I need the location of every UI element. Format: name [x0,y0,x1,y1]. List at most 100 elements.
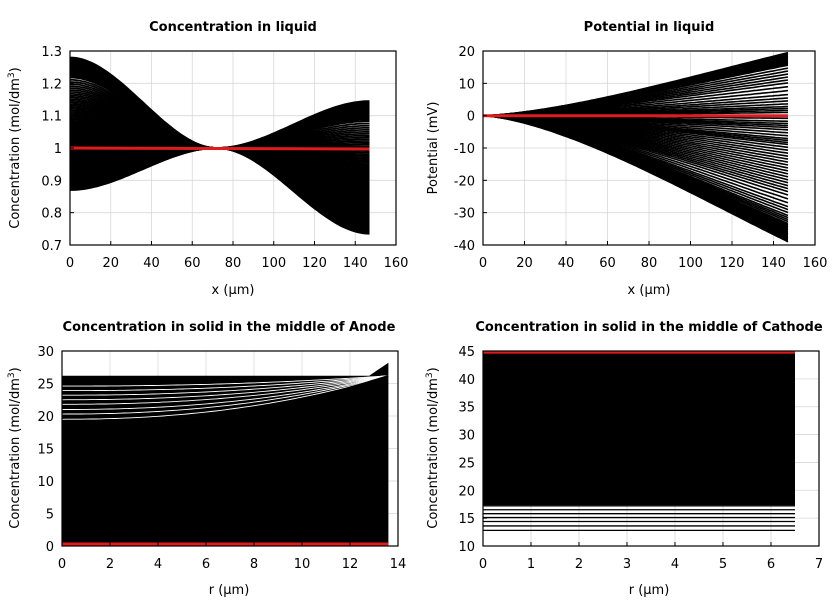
chart-title: Potential in liquid [584,20,715,35]
y-tick-label: 25 [458,456,475,471]
x-tick-label: 140 [343,256,368,271]
y-axis-label-tail: ) [426,367,441,372]
series-profile-edge [62,374,389,425]
y-tick-label: 0.9 [41,174,62,189]
y-axis-label-superscript: 3 [7,372,17,378]
y-tick-label: 1.1 [41,110,62,125]
y-axis-label-tail: ) [8,67,23,72]
x-tick-label: 12 [342,557,359,572]
x-tick-label: 140 [761,256,786,271]
x-tick-label: 100 [261,256,286,271]
y-tick-label: 20 [37,410,54,425]
x-tick-label: 0 [479,256,487,271]
series-profile [61,375,389,420]
x-axis-label: x (µm) [212,283,255,298]
series-profile [62,375,389,392]
chart-title: Concentration in solid in the middle of … [475,320,823,335]
panel-solid-anode: Concentration in solid in the middle of … [7,320,406,598]
tick-layer: 0 20 40 60 80 100 120 140 160 -40 -30 -20 -10 0 10 20 [454,45,828,271]
y-tick-label: -10 [454,142,475,157]
data-layer [61,362,389,546]
x-tick-label: 8 [250,557,258,572]
x-tick-label: 20 [102,256,119,271]
panel-solid-cathode: Concentration in solid in the middle of … [425,320,823,598]
series-profile [62,375,389,387]
x-tick-label: 60 [599,256,616,271]
x-axis-label: x (µm) [628,283,671,298]
series-fill [483,352,795,506]
x-tick-label: 60 [184,256,201,271]
y-tick-label: 30 [37,345,54,360]
y-tick-label: 0.8 [41,207,62,222]
y-tick-label: 0 [467,110,475,125]
x-tick-label: 2 [575,557,583,572]
y-axis-label: Potential (mV) [426,102,441,195]
series-profile [62,375,389,396]
y-axis-label-main: Concentration (mol/dm [8,78,23,229]
y-axis-label-superscript: 3 [425,372,435,378]
y-tick-label: 0.7 [41,239,62,254]
x-tick-label: 1 [527,557,535,572]
x-tick-label: 2 [106,557,114,572]
series-profile [62,375,389,405]
x-tick-label: 10 [294,557,311,572]
y-tick-label: 25 [37,378,54,393]
x-tick-label: 0 [58,557,66,572]
y-tick-label: 10 [458,540,475,555]
panel-potential-liquid: Potential in liquid 0 20 40 60 80 100 120 140 16… [426,20,827,298]
y-tick-label: -20 [454,174,475,189]
y-axis-label: Concentration (mol/dm3) [7,67,23,229]
x-axis-label: r (µm) [209,583,250,598]
y-tick-label: 20 [458,45,475,60]
y-axis-label-main: Concentration (mol/dm [426,378,441,529]
y-tick-label: 10 [37,475,54,490]
series-band-upper [70,57,370,148]
x-tick-label: 80 [641,256,658,271]
y-tick-label: 15 [458,512,475,527]
tick-layer: 0 20 40 60 80 100 120 140 160 0.7 0.8 0.9 1 1.1 1.2 1.3 [41,45,408,271]
x-tick-label: 5 [719,557,727,572]
y-tick-label: 0 [46,540,54,555]
y-tick-label: 30 [458,429,475,444]
y-axis-label-tail: ) [8,367,23,372]
chart-title: Concentration in liquid [149,20,317,35]
series-band-lower [70,148,370,234]
x-tick-label: 7 [815,557,823,572]
x-tick-label: 6 [767,557,775,572]
x-tick-label: 14 [390,557,407,572]
y-axis-label: Concentration (mol/dm3) [7,367,23,529]
y-axis-label-main: Concentration (mol/dm [8,378,23,529]
x-tick-label: 0 [479,557,487,572]
x-tick-label: 160 [384,256,409,271]
y-axis-label-superscript: 3 [7,72,17,78]
series-fill [62,362,389,546]
y-axis-label: Concentration (mol/dm3) [425,367,441,529]
x-tick-label: 20 [516,256,533,271]
y-tick-label: 10 [458,77,475,92]
x-tick-label: 4 [671,557,679,572]
data-layer [483,350,795,532]
y-tick-label: 40 [458,373,475,388]
x-tick-label: 40 [143,256,160,271]
x-tick-label: 120 [720,256,745,271]
x-tick-label: 4 [154,557,162,572]
y-tick-label: 1.2 [41,77,62,92]
y-tick-label: 1 [54,142,62,157]
x-tick-label: 80 [225,256,242,271]
x-tick-label: 6 [202,557,210,572]
series-profile [61,375,389,401]
y-tick-label: -40 [454,239,475,254]
plot-frame [482,350,820,547]
series-profile [62,375,389,410]
x-tick-label: 40 [558,256,575,271]
y-tick-label: -30 [454,207,475,222]
x-tick-label: 160 [803,256,828,271]
data-layer [69,56,370,235]
y-tick-label: 5 [46,508,54,523]
chart-title: Concentration in solid in the middle of … [63,320,396,335]
y-tick-label: 20 [458,484,475,499]
panel-concentration-liquid: Concentration in liquid 0 20 40 60 80 100 120 1… [7,20,408,298]
series-profile [61,375,389,415]
